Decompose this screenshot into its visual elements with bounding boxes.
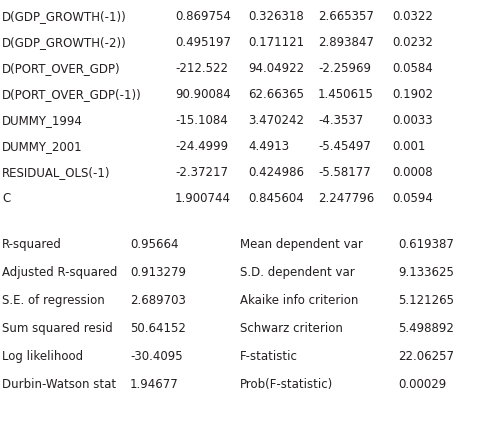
Text: 0.326318: 0.326318: [248, 10, 304, 23]
Text: Mean dependent var: Mean dependent var: [240, 238, 363, 251]
Text: 0.0594: 0.0594: [392, 192, 433, 205]
Text: 1.450615: 1.450615: [318, 88, 374, 101]
Text: -5.45497: -5.45497: [318, 140, 371, 153]
Text: 0.0232: 0.0232: [392, 36, 433, 49]
Text: 1.94677: 1.94677: [130, 378, 179, 391]
Text: 0.1902: 0.1902: [392, 88, 433, 101]
Text: 0.0322: 0.0322: [392, 10, 433, 23]
Text: 0.0584: 0.0584: [392, 62, 433, 75]
Text: 2.893847: 2.893847: [318, 36, 374, 49]
Text: 50.64152: 50.64152: [130, 322, 186, 335]
Text: 0.424986: 0.424986: [248, 166, 304, 179]
Text: D(GDP_GROWTH(-1)): D(GDP_GROWTH(-1)): [2, 10, 127, 23]
Text: -2.25969: -2.25969: [318, 62, 371, 75]
Text: S.D. dependent var: S.D. dependent var: [240, 266, 355, 279]
Text: 22.06257: 22.06257: [398, 350, 454, 363]
Text: 94.04922: 94.04922: [248, 62, 304, 75]
Text: 0.95664: 0.95664: [130, 238, 179, 251]
Text: 0.001: 0.001: [392, 140, 425, 153]
Text: F-statistic: F-statistic: [240, 350, 298, 363]
Text: D(PORT_OVER_GDP(-1)): D(PORT_OVER_GDP(-1)): [2, 88, 142, 101]
Text: 0.495197: 0.495197: [175, 36, 231, 49]
Text: 0.0033: 0.0033: [392, 114, 433, 127]
Text: 0.869754: 0.869754: [175, 10, 231, 23]
Text: DUMMY_2001: DUMMY_2001: [2, 140, 82, 153]
Text: 0.619387: 0.619387: [398, 238, 454, 251]
Text: 1.900744: 1.900744: [175, 192, 231, 205]
Text: 0.913279: 0.913279: [130, 266, 186, 279]
Text: 4.4913: 4.4913: [248, 140, 289, 153]
Text: D(PORT_OVER_GDP): D(PORT_OVER_GDP): [2, 62, 121, 75]
Text: 2.247796: 2.247796: [318, 192, 374, 205]
Text: 3.470242: 3.470242: [248, 114, 304, 127]
Text: 0.171121: 0.171121: [248, 36, 304, 49]
Text: 5.498892: 5.498892: [398, 322, 454, 335]
Text: -212.522: -212.522: [175, 62, 228, 75]
Text: C: C: [2, 192, 10, 205]
Text: D(GDP_GROWTH(-2)): D(GDP_GROWTH(-2)): [2, 36, 127, 49]
Text: 5.121265: 5.121265: [398, 294, 454, 307]
Text: S.E. of regression: S.E. of regression: [2, 294, 105, 307]
Text: Log likelihood: Log likelihood: [2, 350, 83, 363]
Text: Adjusted R-squared: Adjusted R-squared: [2, 266, 117, 279]
Text: R-squared: R-squared: [2, 238, 62, 251]
Text: -2.37217: -2.37217: [175, 166, 228, 179]
Text: 0.845604: 0.845604: [248, 192, 304, 205]
Text: Akaike info criterion: Akaike info criterion: [240, 294, 358, 307]
Text: 90.90084: 90.90084: [175, 88, 231, 101]
Text: Prob(F-statistic): Prob(F-statistic): [240, 378, 333, 391]
Text: -5.58177: -5.58177: [318, 166, 371, 179]
Text: -4.3537: -4.3537: [318, 114, 363, 127]
Text: Sum squared resid: Sum squared resid: [2, 322, 113, 335]
Text: DUMMY_1994: DUMMY_1994: [2, 114, 83, 127]
Text: 2.689703: 2.689703: [130, 294, 186, 307]
Text: RESIDUAL_OLS(-1): RESIDUAL_OLS(-1): [2, 166, 110, 179]
Text: Schwarz criterion: Schwarz criterion: [240, 322, 343, 335]
Text: 0.0008: 0.0008: [392, 166, 433, 179]
Text: -15.1084: -15.1084: [175, 114, 228, 127]
Text: 0.00029: 0.00029: [398, 378, 446, 391]
Text: 2.665357: 2.665357: [318, 10, 374, 23]
Text: -30.4095: -30.4095: [130, 350, 183, 363]
Text: Durbin-Watson stat: Durbin-Watson stat: [2, 378, 116, 391]
Text: -24.4999: -24.4999: [175, 140, 228, 153]
Text: 62.66365: 62.66365: [248, 88, 304, 101]
Text: 9.133625: 9.133625: [398, 266, 454, 279]
